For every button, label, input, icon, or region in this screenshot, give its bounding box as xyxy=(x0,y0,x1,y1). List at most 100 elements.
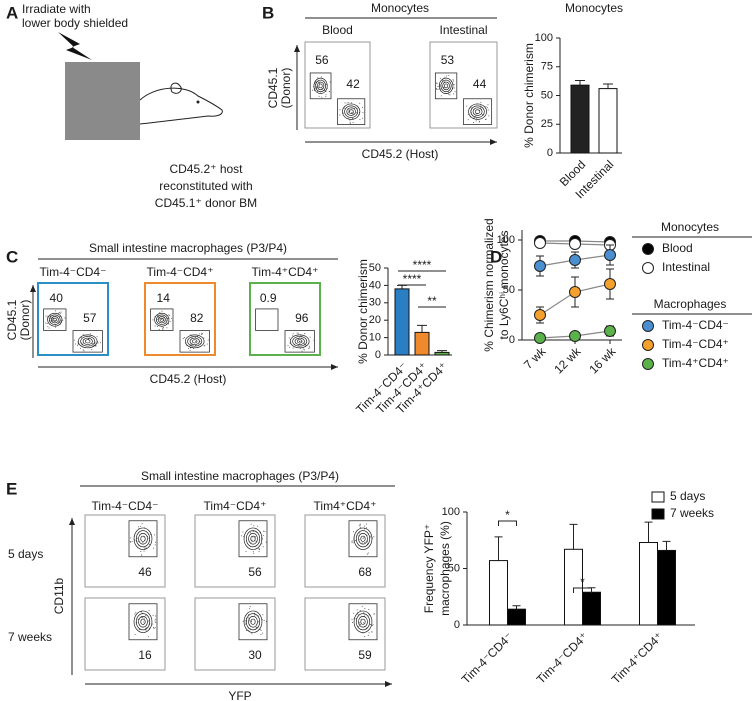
event-dot xyxy=(138,629,140,631)
contour xyxy=(344,105,359,118)
event-dot xyxy=(265,541,267,543)
event-dot xyxy=(369,537,371,539)
gate-value: 82 xyxy=(190,311,204,325)
instruction-text: lower body shielded xyxy=(22,16,128,30)
event-dot xyxy=(287,345,289,347)
event-dot xyxy=(77,343,79,344)
flow-header: Small intestine macrophages (P3/P4) xyxy=(89,241,287,255)
event-dot xyxy=(353,531,354,533)
y-tick-label: 25 xyxy=(541,118,553,130)
legend-title: Macrophages xyxy=(654,297,727,311)
event-dot xyxy=(255,541,257,543)
y-tick-label: 100 xyxy=(442,506,460,518)
row-label: 7 weeks xyxy=(8,630,52,644)
event-dot xyxy=(487,104,489,106)
contour xyxy=(187,336,203,347)
event-dot xyxy=(161,318,163,320)
event-dot xyxy=(475,120,477,122)
event-dot xyxy=(159,311,161,313)
event-dot xyxy=(134,613,136,615)
event-dot xyxy=(485,106,487,108)
event-dot xyxy=(359,118,361,120)
event-dot xyxy=(77,343,79,345)
event-dot xyxy=(140,525,142,527)
event-dot xyxy=(363,615,365,617)
x-axis-label: CD45.2 (Host) xyxy=(362,147,439,161)
legend-marker xyxy=(642,262,654,274)
event-dot xyxy=(364,636,366,638)
event-dot xyxy=(171,317,173,319)
event-dot xyxy=(353,107,355,109)
event-dot xyxy=(453,80,455,82)
bar xyxy=(598,88,618,154)
event-dot xyxy=(263,530,264,532)
contour xyxy=(133,610,153,633)
contour xyxy=(245,530,261,548)
event-dot xyxy=(469,116,471,118)
marker xyxy=(569,238,581,250)
event-dot xyxy=(362,112,364,114)
event-dot xyxy=(487,109,489,111)
event-dot xyxy=(55,326,57,328)
gate xyxy=(179,330,210,353)
event-dot xyxy=(254,614,256,616)
event-dot xyxy=(480,102,482,104)
event-dot xyxy=(197,335,198,337)
contour xyxy=(138,616,148,628)
event-dot xyxy=(315,86,317,88)
y-axis-label: % Donor chimerism xyxy=(356,259,370,364)
event-dot xyxy=(134,539,136,541)
event-dot xyxy=(154,620,156,622)
event-dot xyxy=(352,542,354,544)
shield xyxy=(65,62,140,140)
gate xyxy=(337,98,366,125)
event-dot xyxy=(300,335,302,337)
event-dot xyxy=(453,83,455,85)
y-axis-label: (Donor) xyxy=(18,300,32,341)
event-dot xyxy=(142,612,143,614)
event-dot xyxy=(467,114,469,115)
event-dot xyxy=(249,608,250,610)
event-dot xyxy=(297,333,299,335)
event-dot xyxy=(145,615,147,617)
event-dot xyxy=(134,634,136,635)
event-dot xyxy=(453,87,455,89)
event-dot xyxy=(137,618,139,620)
event-dot xyxy=(251,539,253,541)
contour xyxy=(250,618,256,625)
error-bar xyxy=(417,324,427,333)
marker xyxy=(604,278,616,290)
x-tick-label: 7 wk xyxy=(521,344,549,372)
legend-title: Monocytes xyxy=(661,220,719,234)
event-dot xyxy=(156,319,158,321)
marker xyxy=(604,249,616,261)
y-tick-label: 0 xyxy=(454,619,460,631)
event-dot xyxy=(186,345,188,347)
event-dot xyxy=(370,624,372,626)
event-dot xyxy=(258,549,260,551)
event-dot xyxy=(201,332,203,334)
description-text: reconstituted with xyxy=(159,179,252,193)
event-dot xyxy=(149,533,151,535)
contour xyxy=(440,79,452,93)
event-dot xyxy=(249,532,251,534)
contour xyxy=(80,336,96,347)
event-dot xyxy=(300,341,302,343)
contour xyxy=(159,317,164,322)
event-dot xyxy=(436,88,438,90)
contour xyxy=(444,83,449,89)
event-dot xyxy=(298,344,300,346)
event-dot xyxy=(348,109,350,111)
event-dot xyxy=(148,620,150,622)
event-dot xyxy=(253,552,255,554)
y-tick-label: 100 xyxy=(535,32,553,44)
event-dot xyxy=(470,107,472,109)
y-axis-label: % Chimerism normalized xyxy=(482,218,496,351)
legend-label: Tim-4⁺CD4⁺ xyxy=(662,356,729,370)
event-dot xyxy=(50,317,52,319)
event-dot xyxy=(363,612,365,614)
event-dot xyxy=(80,347,82,349)
event-dot xyxy=(55,310,56,312)
event-dot xyxy=(251,633,253,635)
event-dot xyxy=(348,102,350,104)
